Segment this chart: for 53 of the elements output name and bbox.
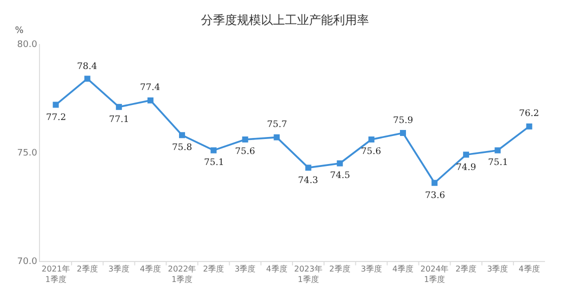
point (463, 152, 470, 158)
x-tick-label: 2季度 (456, 264, 477, 274)
x-tick-label: 3季度 (360, 264, 382, 274)
point (179, 132, 186, 138)
data-label: 74.5 (330, 171, 350, 181)
point (494, 147, 501, 154)
point (274, 134, 280, 140)
y-axis-title: % (15, 26, 24, 36)
y-tick-label: 75.0 (17, 148, 38, 159)
x-tick-label: 4季度 (266, 264, 288, 274)
y-tick-label: 70.0 (17, 257, 38, 268)
data-label: 73.6 (425, 191, 446, 201)
x-tick-label: 3季度 (108, 264, 130, 274)
data-label: 75.8 (172, 143, 192, 153)
x-tick-label: 2022年 1季度 (168, 264, 196, 284)
x-tick-label: 4季度 (518, 264, 540, 274)
data-label: 75.1 (488, 158, 508, 168)
data-label: 78.4 (77, 62, 98, 72)
data-label: 75.6 (235, 147, 256, 157)
data-label: 77.4 (140, 83, 160, 93)
x-tick-label: 2季度 (203, 264, 224, 274)
point (147, 97, 154, 104)
chart-title: 分季度规模以上工业产能利用率 (201, 12, 369, 27)
data-label: 77.2 (46, 113, 66, 123)
point (305, 164, 312, 171)
data-label: 74.3 (298, 176, 318, 186)
x-tick-label: 2023年 1季度 (294, 264, 322, 284)
point (432, 180, 438, 186)
point (242, 136, 248, 142)
point (368, 136, 374, 142)
point (116, 104, 122, 110)
data-label: 75.1 (204, 158, 224, 168)
point (526, 123, 532, 130)
x-tick-label: 3季度 (234, 264, 256, 274)
x-tick-label: 4季度 (392, 264, 414, 274)
point (336, 160, 343, 166)
y-tick-label: 80.0 (17, 40, 38, 50)
x-tick-label: 4季度 (140, 264, 162, 274)
data-label: 75.7 (267, 120, 288, 130)
x-tick-label: 2024年 1季度 (420, 264, 449, 284)
point (400, 130, 406, 136)
data-label: 75.9 (393, 116, 414, 126)
x-tick-label: 3季度 (487, 264, 508, 274)
data-label: 77.1 (109, 115, 130, 125)
data-label: 74.9 (456, 163, 476, 173)
x-tick-label: 2季度 (329, 264, 350, 274)
point (52, 102, 59, 108)
point (84, 76, 90, 82)
data-label: 76.2 (519, 109, 540, 119)
x-tick-label: 2021年 1季度 (42, 264, 70, 284)
x-tick-label: 2季度 (76, 264, 98, 274)
point (210, 147, 217, 154)
data-label: 75.6 (361, 147, 382, 157)
